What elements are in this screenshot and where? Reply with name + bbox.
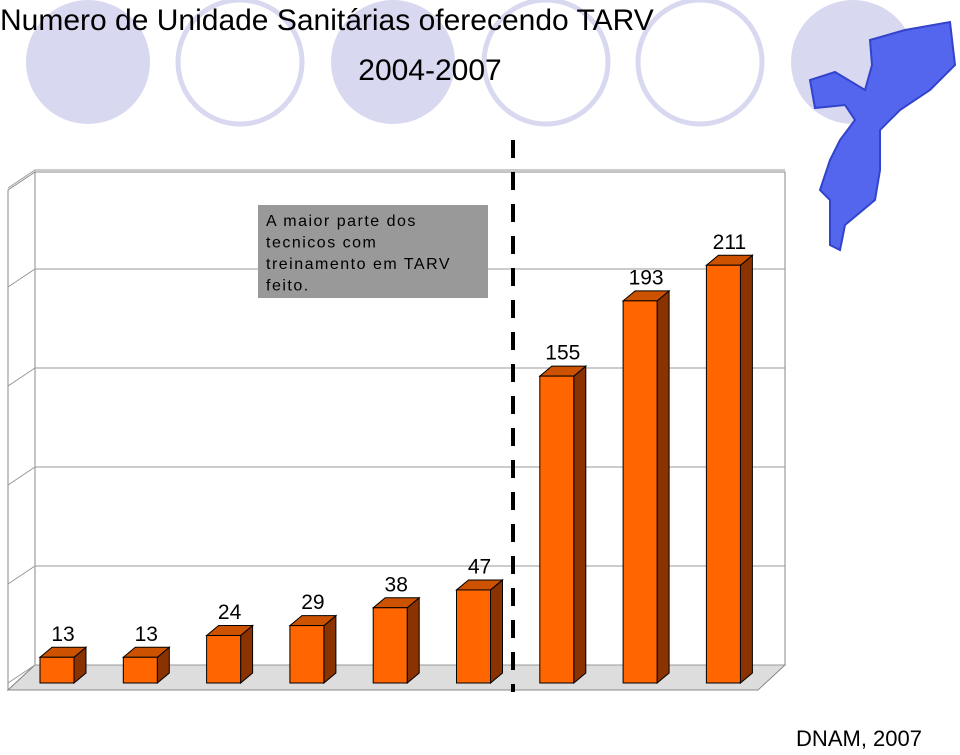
bar <box>705 264 741 684</box>
bar-group: 29 <box>288 591 338 685</box>
side-wall <box>7 171 36 692</box>
value-label: 38 <box>385 573 408 596</box>
grid-line <box>7 367 785 387</box>
annotation-line: A maior parte dos <box>266 213 417 230</box>
circle <box>26 0 150 124</box>
bar <box>372 607 408 684</box>
grid-line <box>7 466 785 486</box>
bars: 13 13 24 29 38 47 155 193 211 <box>38 231 754 685</box>
bar-side <box>323 614 337 685</box>
bar-group: 24 <box>205 601 254 685</box>
bar-group: 38 <box>371 573 421 685</box>
value-label: 13 <box>135 623 158 646</box>
chart-subtitle: 2004-2007 <box>358 54 501 87</box>
annotation: A maior parte dos tecnicos com treinamento… <box>266 213 451 295</box>
bar <box>456 589 491 684</box>
value-label: 13 <box>51 623 74 646</box>
circle <box>481 0 611 127</box>
bar <box>122 656 158 684</box>
value-label: 24 <box>218 601 242 624</box>
circle <box>331 0 455 124</box>
decoration <box>26 0 957 252</box>
bar-side <box>656 289 670 685</box>
bar <box>622 300 658 684</box>
bar-group: 13 <box>38 623 88 685</box>
value-label: 211 <box>713 231 746 254</box>
bar-side <box>739 254 753 685</box>
bar-group: 155 <box>538 342 588 685</box>
grid-line <box>7 169 785 189</box>
value-label: 29 <box>301 591 324 614</box>
annotation-line: feito. <box>266 278 310 295</box>
value-label: 193 <box>629 266 664 289</box>
bar-group: 193 <box>621 266 671 685</box>
bar-group: 13 <box>121 623 171 685</box>
map <box>808 20 957 252</box>
bar-side <box>573 365 587 685</box>
annotation-line: tecnicos com <box>266 235 377 252</box>
grid-line <box>7 565 785 585</box>
chart-title: Numero de Unidade Sanitárias oferecendo … <box>0 4 654 37</box>
bar-side <box>490 578 503 685</box>
bar-group: 47 <box>455 555 504 685</box>
annotation-line: treinamento em TARV <box>266 256 451 273</box>
circle <box>175 0 305 127</box>
bar <box>39 656 75 684</box>
bar-group: 211 <box>705 231 754 685</box>
grid-line <box>7 268 785 288</box>
bar <box>289 625 325 684</box>
annotation-box <box>258 205 488 298</box>
value-label: 155 <box>545 342 580 365</box>
grid <box>7 169 785 684</box>
bar <box>206 634 242 684</box>
grid-line <box>7 664 785 684</box>
bar <box>539 375 575 684</box>
source: DNAM, 2007 <box>796 726 922 751</box>
bar-side <box>406 596 420 685</box>
circle <box>635 0 765 127</box>
value-label: 47 <box>468 555 491 578</box>
